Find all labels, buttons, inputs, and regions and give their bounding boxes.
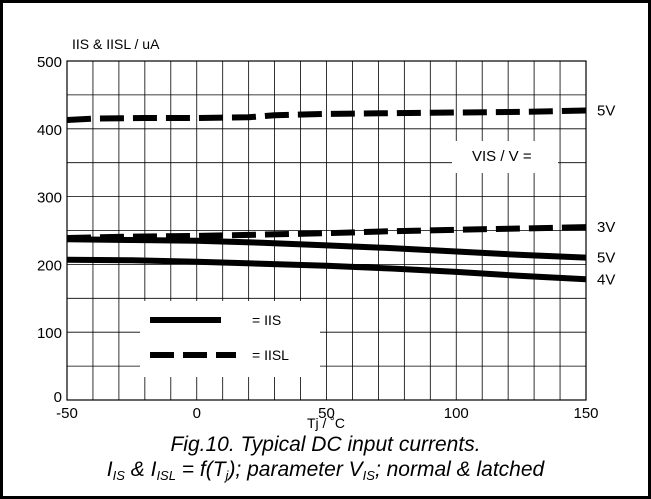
y-tick-label: 0 [54, 389, 62, 406]
series-line-4 [66, 256, 587, 283]
series-layer [66, 107, 587, 283]
x-tick-label: 100 [444, 405, 469, 422]
series-line-3 [66, 236, 587, 261]
legend: = IIS = IISL [140, 301, 320, 377]
x-tick-label: 50 [318, 405, 335, 422]
legend-label-iis: = IIS [252, 312, 281, 328]
y-tick-label: 100 [37, 325, 62, 342]
y-tick-label: 400 [37, 122, 62, 139]
param-label: VIS / V = [472, 148, 532, 165]
caption-line-1: Fig.10. Typical DC input currents. [170, 433, 481, 456]
caption-line-2: IIS & IISL = f(Tj); parameter VIS; norma… [106, 458, 545, 483]
y-axis-label: IIS & IISL / uA [72, 36, 160, 52]
param-box: VIS / V = [452, 141, 558, 173]
x-axis-label: Tj / ˚C [307, 415, 345, 431]
series-line-1 [66, 107, 587, 123]
figure-caption: Fig.10. Typical DC input currents. IIS &… [0, 432, 651, 482]
series-end-label: 5V [597, 102, 615, 119]
series-end-label: 5V [597, 250, 615, 267]
y-tick-label: 200 [37, 257, 62, 274]
legend-box [140, 301, 320, 377]
x-tick-label: -50 [56, 405, 78, 422]
x-tick-label: 150 [573, 405, 598, 422]
plot-border [66, 60, 587, 401]
series-end-label: 3V [597, 219, 615, 236]
series-line-2 [66, 224, 587, 241]
series-end-label: 4V [597, 271, 615, 288]
legend-label-iisl: = IISL [252, 347, 289, 363]
y-tick-label: 500 [37, 54, 62, 71]
y-tick-label: 300 [37, 190, 62, 207]
x-tick-label: 0 [193, 405, 201, 422]
